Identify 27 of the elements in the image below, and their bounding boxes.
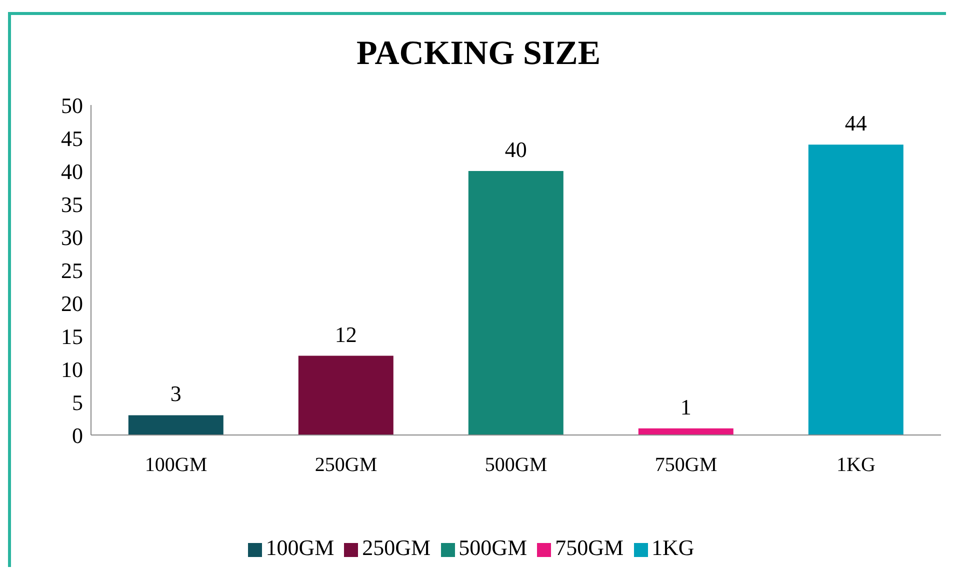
data-label: 12 bbox=[334, 322, 357, 347]
legend-label: 250GM bbox=[362, 535, 431, 560]
y-tick-label: 50 bbox=[61, 92, 83, 118]
y-tick-label: 15 bbox=[61, 324, 83, 349]
y-tick-label: 0 bbox=[72, 422, 83, 448]
x-tick-label: 100GM bbox=[144, 454, 208, 476]
y-tick-label: 20 bbox=[61, 290, 83, 316]
x-tick-label: 1KG bbox=[836, 454, 876, 476]
legend-label: 1KG bbox=[652, 535, 694, 560]
y-tick-label: 30 bbox=[61, 224, 83, 250]
y-tick-label: 45 bbox=[61, 126, 83, 151]
data-label: 40 bbox=[504, 137, 527, 162]
data-label: 3 bbox=[170, 381, 182, 406]
x-tick-label: 250GM bbox=[314, 454, 378, 476]
data-label: 1 bbox=[680, 394, 692, 420]
legend-label: 750GM bbox=[555, 535, 624, 560]
y-tick-label: 35 bbox=[61, 192, 83, 217]
y-tick-label: 25 bbox=[61, 258, 83, 283]
x-tick-label: 500GM bbox=[484, 454, 548, 476]
y-tick-label: 10 bbox=[61, 356, 83, 382]
data-label: 44 bbox=[844, 110, 867, 136]
y-tick-label: 40 bbox=[61, 158, 83, 184]
legend-label: 500GM bbox=[458, 535, 528, 560]
legend-label: 100GM bbox=[266, 535, 334, 560]
chart-title: PACKING SIZE bbox=[355, 35, 602, 73]
x-tick-label: 750GM bbox=[654, 454, 718, 476]
y-tick-label: 5 bbox=[72, 390, 83, 415]
